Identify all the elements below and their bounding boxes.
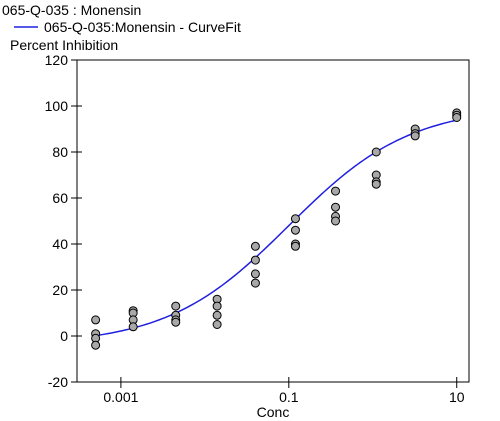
legend: 065-Q-035:Monensin - CurveFit <box>14 19 241 35</box>
data-point <box>331 202 341 212</box>
data-point <box>290 241 300 251</box>
y-tick-label: 0 <box>60 328 68 344</box>
y-tick-label: 120 <box>45 52 69 68</box>
x-tick-label: 10 <box>449 389 465 405</box>
y-tick-label: 20 <box>52 282 68 298</box>
x-tick-label: 0.001 <box>103 389 138 405</box>
data-points <box>91 108 462 350</box>
data-point <box>171 301 181 311</box>
data-point <box>128 322 138 332</box>
y-axis: -20 0 20 40 60 80 100 120 <box>45 52 82 390</box>
data-point <box>250 278 260 288</box>
y-tick-label: 100 <box>45 98 69 114</box>
data-point <box>290 225 300 235</box>
data-point <box>290 214 300 224</box>
data-point <box>331 186 341 196</box>
data-point <box>171 317 181 327</box>
y-axis-label: Percent Inhibition <box>10 37 118 53</box>
data-point <box>250 255 260 265</box>
data-point <box>331 216 341 226</box>
data-point <box>250 241 260 251</box>
chart-title: 065-Q-035 : Monensin <box>2 2 141 18</box>
y-tick-label: -20 <box>48 374 68 390</box>
data-point <box>371 179 381 189</box>
y-tick-label: 60 <box>52 190 68 206</box>
y-tick-label: 80 <box>52 144 68 160</box>
data-point <box>212 301 222 311</box>
data-point <box>371 147 381 157</box>
data-point <box>452 113 462 122</box>
x-axis: 0.001 0.1 10 <box>103 377 465 405</box>
x-tick-label: 0.1 <box>279 389 299 405</box>
data-point <box>91 340 101 350</box>
y-tick-label: 40 <box>52 236 68 252</box>
data-point <box>212 320 222 329</box>
data-point <box>212 310 222 320</box>
data-point <box>91 315 101 325</box>
x-axis-label: Conc <box>257 404 290 420</box>
curve-fit-line <box>95 119 457 337</box>
data-point <box>250 269 260 279</box>
legend-label-curvefit: 065-Q-035:Monensin - CurveFit <box>44 19 241 35</box>
data-point <box>410 131 420 141</box>
plot-frame <box>76 59 470 383</box>
